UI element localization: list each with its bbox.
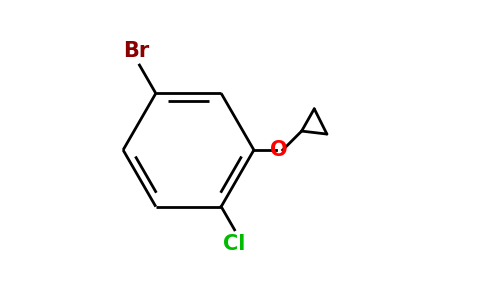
Text: Br: Br	[123, 40, 150, 61]
Text: O: O	[271, 140, 288, 160]
Text: Cl: Cl	[224, 234, 246, 254]
